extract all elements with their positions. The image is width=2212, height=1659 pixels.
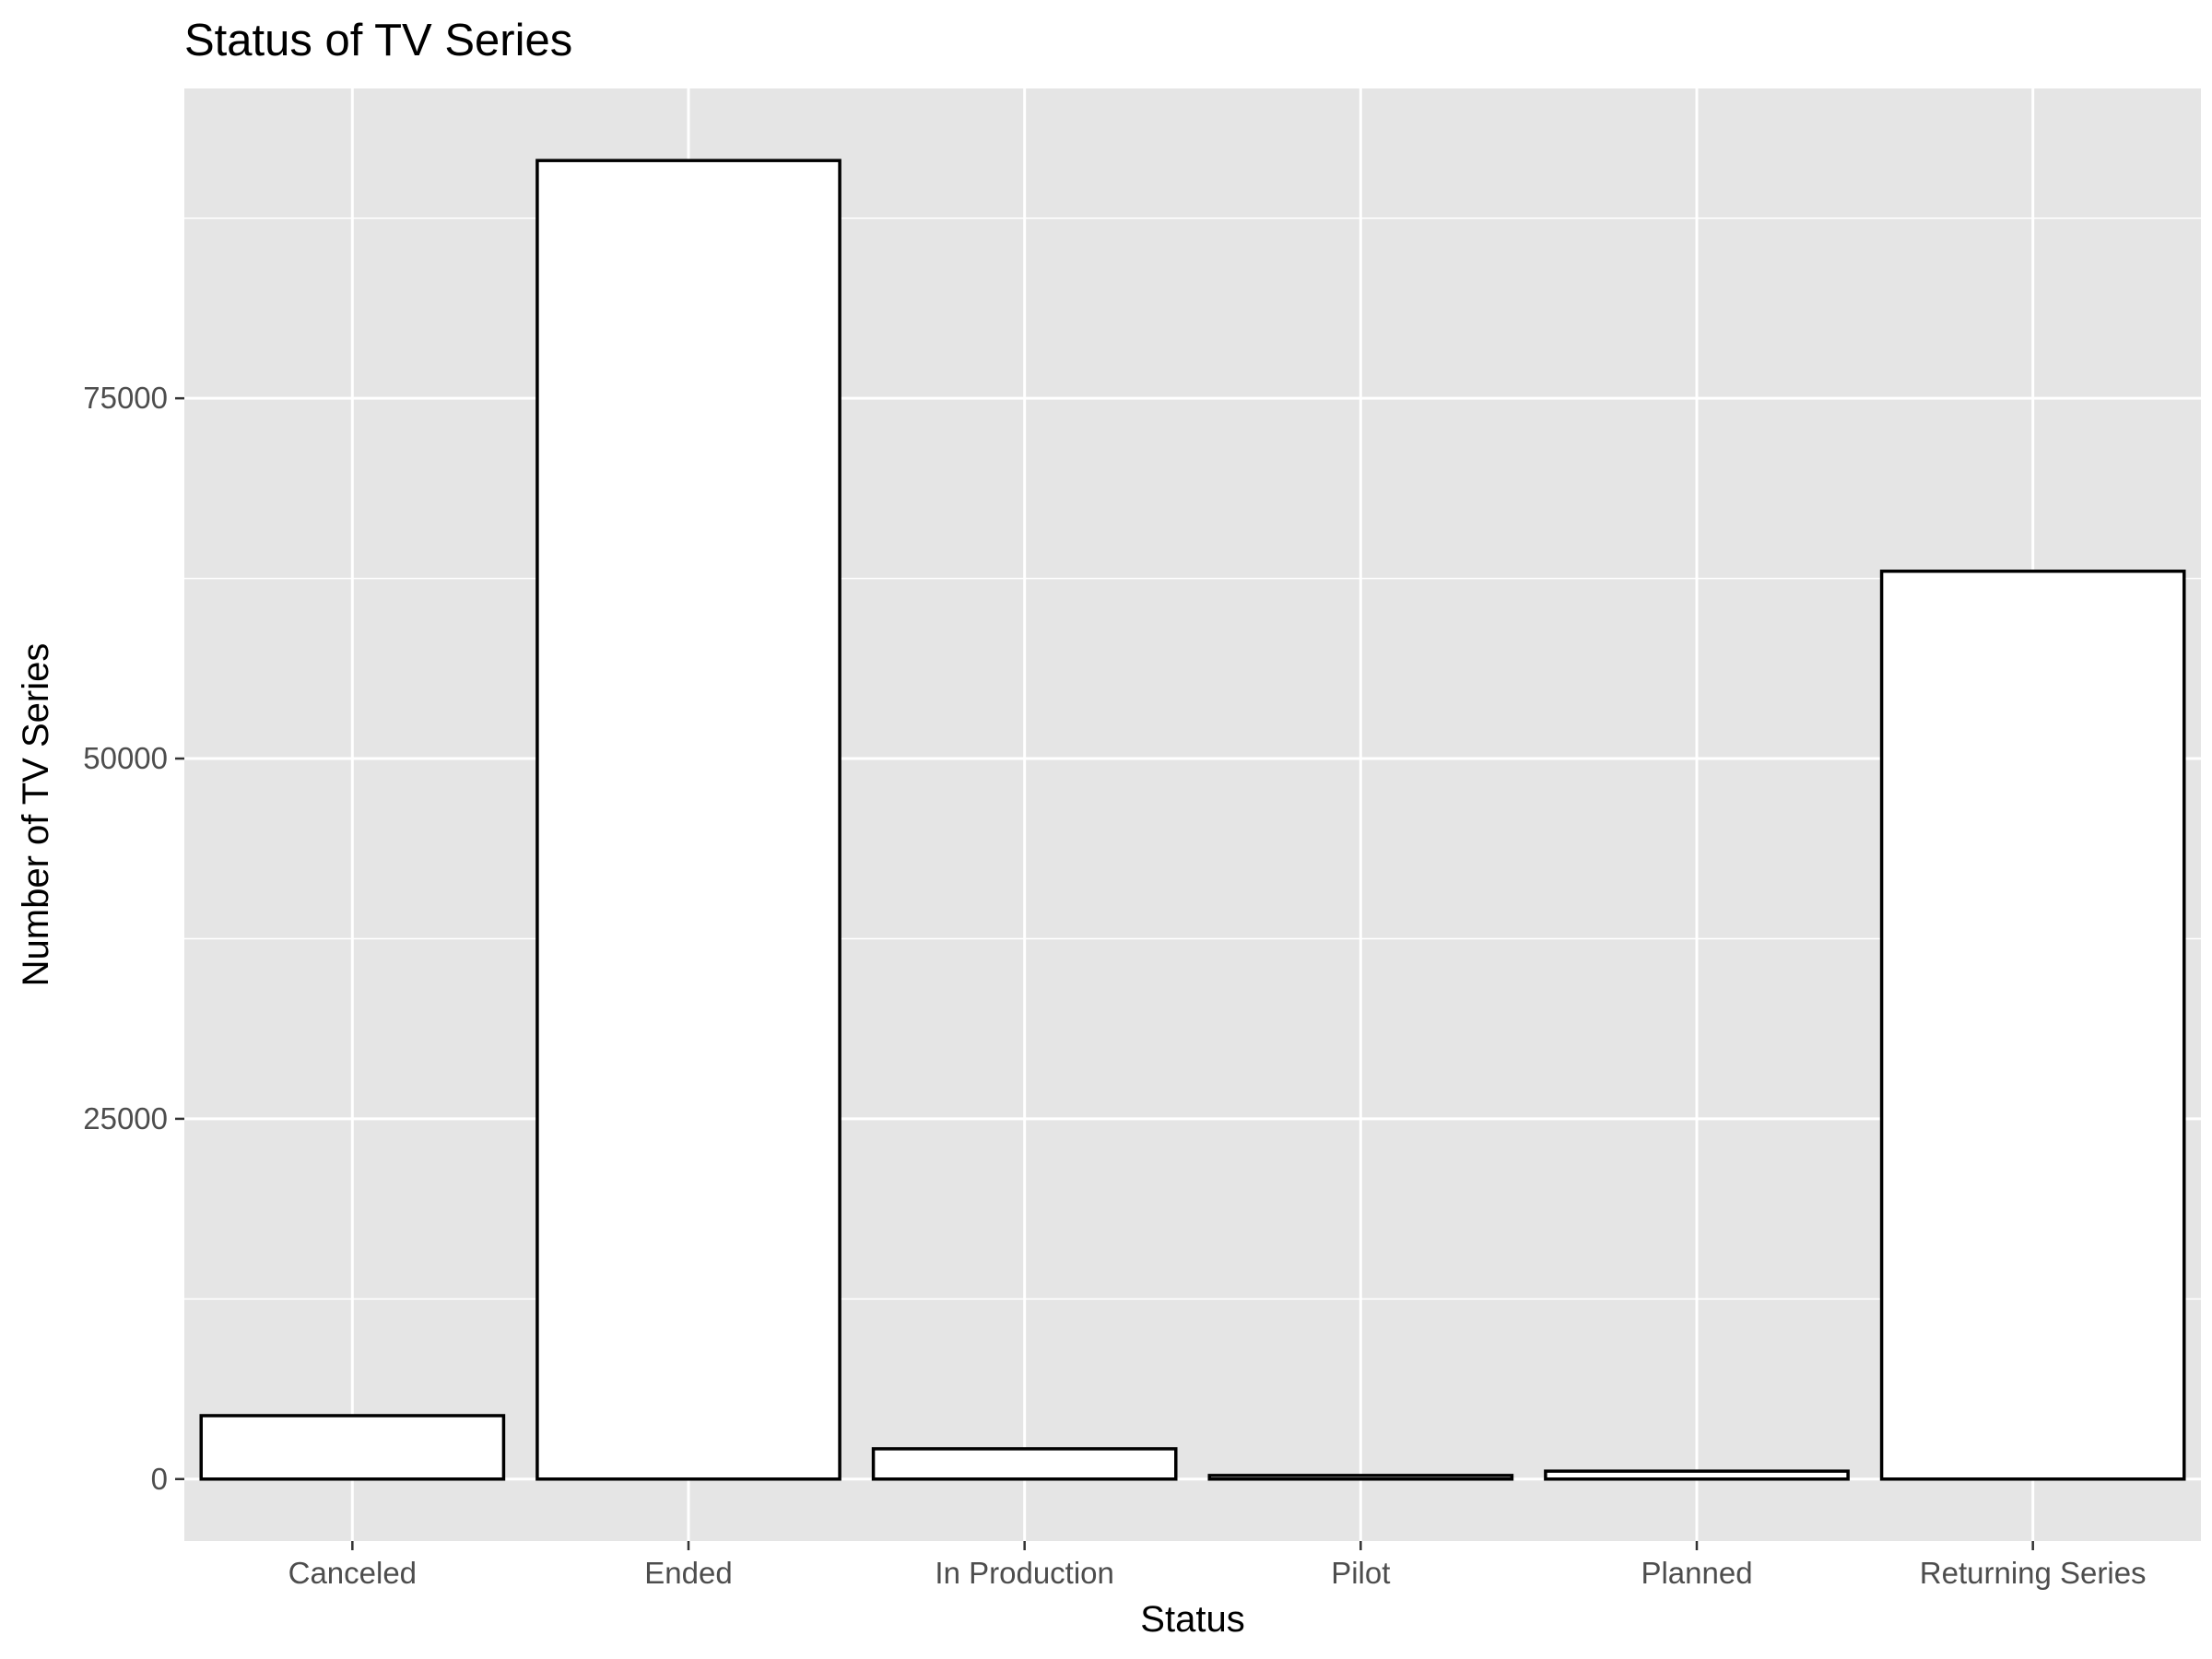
- y-axis: 0 25000 50000 75000: [83, 381, 184, 1496]
- bar-planned: [1544, 1469, 1850, 1481]
- x-axis: Canceled Ended In Production Pilot Planned Re…: [288, 1541, 2147, 1590]
- y-tick-label: 25000: [83, 1101, 168, 1135]
- y-axis-title: Number of TV Series: [16, 643, 56, 987]
- bar-in-production: [871, 1447, 1178, 1481]
- x-tick-label: Pilot: [1331, 1556, 1390, 1590]
- x-tick-label: Planned: [1641, 1556, 1752, 1590]
- x-tick-label: Canceled: [288, 1556, 417, 1590]
- x-tick-label: Ended: [644, 1556, 732, 1590]
- minor-gridlines: [184, 217, 2201, 1300]
- y-tick-label: 75000: [83, 381, 168, 415]
- bar-pilot: [1207, 1474, 1514, 1481]
- y-tick-label: 0: [151, 1462, 168, 1496]
- bar-returning-series: [1879, 570, 2186, 1481]
- x-axis-title: Status: [1140, 1599, 1244, 1640]
- bar-ended: [535, 159, 841, 1481]
- bars: [199, 159, 2186, 1481]
- y-tick-label: 50000: [83, 741, 168, 775]
- chart-title: Status of TV Series: [184, 16, 572, 65]
- x-tick-label: Returning Series: [1920, 1556, 2147, 1590]
- x-tick-label: In Production: [935, 1556, 1113, 1590]
- bar-canceled: [199, 1414, 506, 1481]
